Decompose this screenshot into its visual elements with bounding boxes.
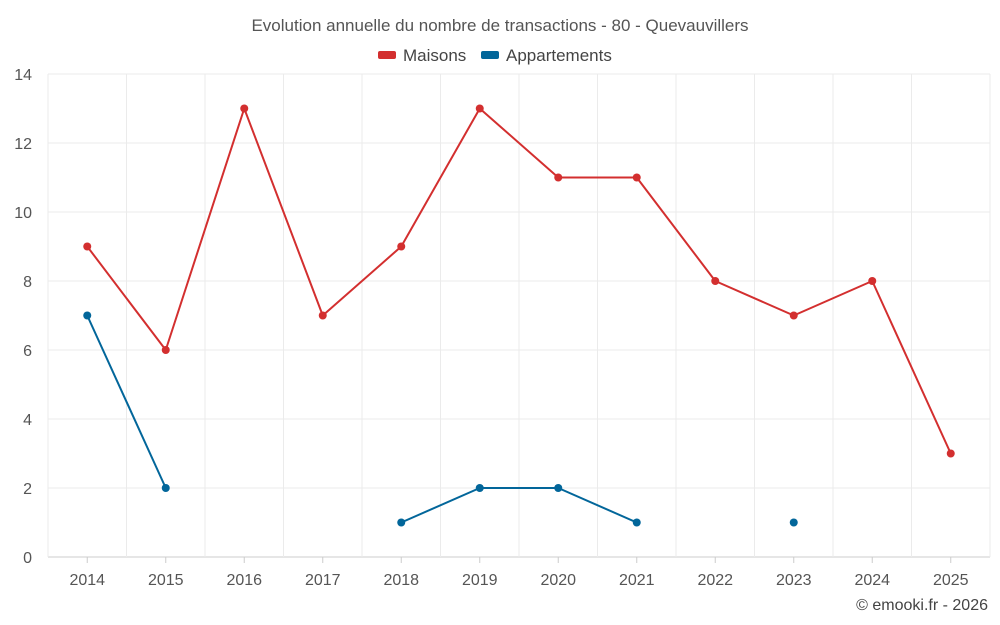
x-tick-label: 2021 xyxy=(619,572,655,589)
data-point-maisons-2020[interactable] xyxy=(554,173,563,182)
x-tick-label: 2019 xyxy=(462,572,498,589)
legend: Maisons Appartements xyxy=(378,46,612,65)
legend-label-appartements: Appartements xyxy=(506,46,612,65)
data-point-appartements-2019[interactable] xyxy=(475,484,484,492)
x-tick-label: 2016 xyxy=(226,572,262,589)
data-point-maisons-2022[interactable] xyxy=(711,277,720,285)
data-point-maisons-2014[interactable] xyxy=(83,242,92,251)
x-tick-label: 2025 xyxy=(933,572,969,589)
legend-swatch-maisons xyxy=(378,51,396,59)
data-point-appartements-2021[interactable] xyxy=(632,518,641,527)
x-tick-label: 2024 xyxy=(854,572,890,589)
x-tick-label: 2022 xyxy=(697,572,733,589)
data-point-maisons-2017[interactable] xyxy=(318,311,327,320)
y-tick-label: 0 xyxy=(23,550,32,567)
grid xyxy=(47,73,991,558)
x-tick-label: 2018 xyxy=(383,572,419,589)
y-tick-label: 14 xyxy=(14,67,32,84)
data-point-maisons-2023[interactable] xyxy=(789,311,798,320)
data-point-appartements-2018[interactable] xyxy=(397,518,406,527)
data-point-maisons-2019[interactable] xyxy=(475,104,484,113)
x-tick-label: 2020 xyxy=(540,572,576,589)
y-tick-label: 10 xyxy=(14,205,32,222)
x-tick-label: 2014 xyxy=(69,572,105,589)
data-point-maisons-2015[interactable] xyxy=(161,346,170,354)
data-point-appartements-2015[interactable] xyxy=(161,484,170,492)
credit-text: © emooki.fr - 2026 xyxy=(856,597,988,614)
data-point-maisons-2016[interactable] xyxy=(240,104,249,113)
series-line-maisons xyxy=(86,107,952,454)
series-line-appartements xyxy=(400,487,638,524)
data-point-maisons-2021[interactable] xyxy=(632,173,641,182)
series-appartements xyxy=(83,311,798,527)
chart-title: Evolution annuelle du nombre de transact… xyxy=(251,16,748,35)
data-point-maisons-2025[interactable] xyxy=(946,449,955,458)
x-tick-label: 2023 xyxy=(776,572,812,589)
data-point-appartements-2020[interactable] xyxy=(554,484,563,492)
series-maisons xyxy=(83,104,955,458)
y-tick-label: 8 xyxy=(23,274,32,291)
y-tick-label: 2 xyxy=(23,481,32,498)
y-tick-label: 4 xyxy=(23,412,32,429)
x-tick-label: 2017 xyxy=(305,572,341,589)
series xyxy=(83,104,955,527)
legend-item-appartements[interactable]: Appartements xyxy=(481,46,612,65)
legend-item-maisons[interactable]: Maisons xyxy=(378,46,466,65)
y-tick-label: 12 xyxy=(14,136,32,153)
legend-swatch-appartements xyxy=(481,51,499,59)
data-point-appartements-2014[interactable] xyxy=(83,311,92,320)
y-tick-label: 6 xyxy=(23,343,32,360)
series-line-appartements xyxy=(86,315,167,489)
data-point-maisons-2018[interactable] xyxy=(397,242,406,251)
x-tick-label: 2015 xyxy=(148,572,184,589)
data-point-maisons-2024[interactable] xyxy=(868,277,877,285)
legend-label-maisons: Maisons xyxy=(403,46,466,65)
axis-ticks: 0 2 4 6 8 10 12 14 2014 2015 2016 2017 2018 2019 2020 2… xyxy=(14,67,968,589)
data-point-appartements-2023[interactable] xyxy=(789,518,798,527)
